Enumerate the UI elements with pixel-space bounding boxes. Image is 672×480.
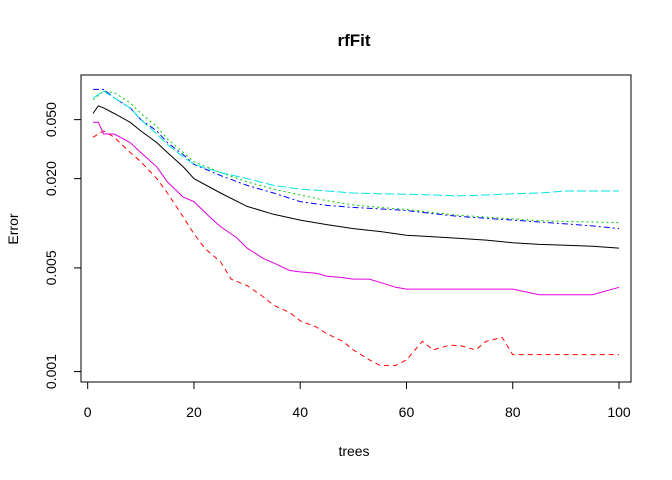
chart-title: rfFit xyxy=(337,31,370,50)
x-tick-label: 20 xyxy=(186,404,202,420)
y-tick-label: 0.001 xyxy=(43,354,59,389)
y-tick-label: 0.005 xyxy=(43,250,59,285)
series-line-2 xyxy=(92,130,619,366)
x-axis: 0 20 40 60 80 100 xyxy=(84,381,631,420)
y-tick-label: 0.050 xyxy=(43,102,59,137)
series-line-4 xyxy=(93,88,620,230)
series-line-3 xyxy=(92,90,620,224)
y-tick-label: 0.020 xyxy=(43,161,59,196)
series-line-6 xyxy=(93,121,620,296)
x-axis-label: trees xyxy=(338,443,369,459)
x-tick-label: 40 xyxy=(292,404,308,420)
x-tick-label: 100 xyxy=(607,404,631,420)
x-tick-label: 80 xyxy=(505,404,521,420)
y-axis: 0.001 0.005 0.020 0.050 xyxy=(43,102,82,389)
series-layer xyxy=(92,88,620,366)
x-tick-label: 60 xyxy=(399,404,415,420)
series-line-5 xyxy=(92,90,619,197)
y-axis-label: Error xyxy=(5,213,21,244)
series-line-1 xyxy=(92,105,620,249)
x-tick-label: 0 xyxy=(84,404,92,420)
